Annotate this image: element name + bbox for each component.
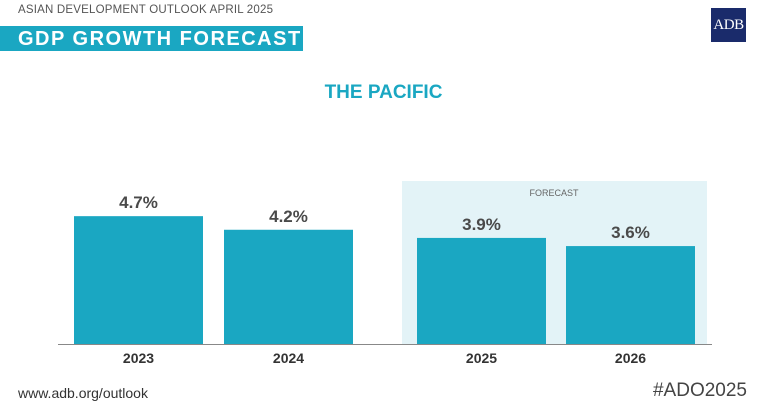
x-tick-2023: 2023: [123, 350, 154, 366]
data-label-2025: 3.9%: [462, 215, 501, 234]
x-tick-2025: 2025: [466, 350, 497, 366]
footer-hashtag: #ADO2025: [652, 380, 747, 401]
page-title: GDP GROWTH FORECAST: [18, 28, 302, 50]
x-tick-2026: 2026: [615, 350, 646, 366]
adb-logo: ADB: [711, 8, 746, 42]
bar-2024: [224, 229, 353, 344]
chart-title: THE PACIFIC: [324, 82, 443, 103]
bar-2026: [566, 246, 695, 344]
forecast-label: FORECAST: [529, 188, 579, 198]
bar-2025: [417, 237, 546, 344]
footer-url[interactable]: www.adb.org/outlook: [18, 385, 148, 401]
data-label-2026: 3.6%: [611, 223, 650, 242]
title-band: GDP GROWTH FORECAST: [0, 26, 303, 51]
data-label-2023: 4.7%: [119, 193, 158, 212]
supertitle: ASIAN DEVELOPMENT OUTLOOK APRIL 2025: [18, 4, 274, 16]
bar-2023: [74, 216, 203, 344]
data-label-2024: 4.2%: [269, 207, 308, 226]
x-tick-2024: 2024: [273, 350, 304, 366]
